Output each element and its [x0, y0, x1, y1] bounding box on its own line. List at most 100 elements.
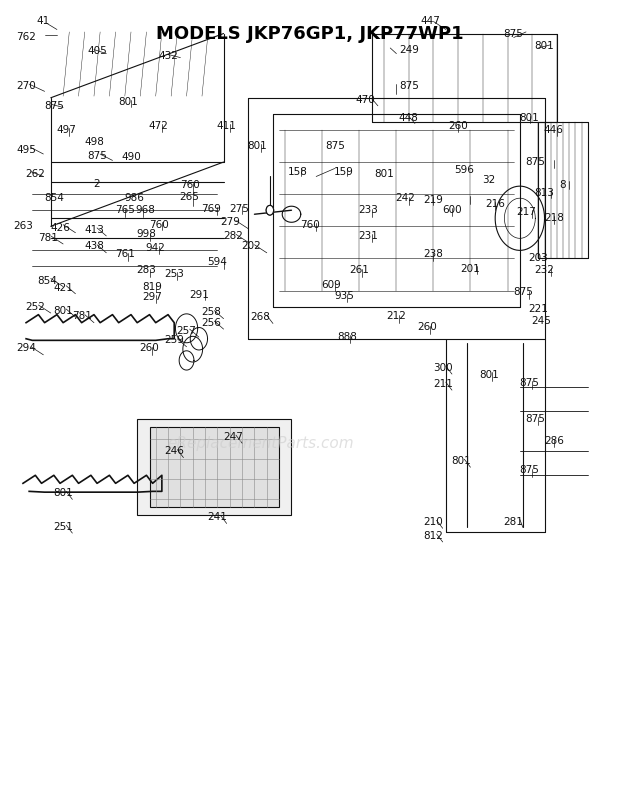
Text: 594: 594	[208, 257, 228, 268]
Text: 760: 760	[180, 180, 200, 189]
Text: 762: 762	[16, 31, 36, 42]
Text: 854: 854	[38, 276, 58, 286]
Text: 232: 232	[534, 265, 554, 276]
Text: 260: 260	[140, 343, 159, 353]
Text: 279: 279	[220, 218, 240, 227]
Text: 426: 426	[50, 223, 70, 233]
Text: 875: 875	[519, 466, 539, 476]
Text: 986: 986	[124, 193, 144, 203]
Text: 760: 760	[149, 220, 169, 230]
Text: 265: 265	[180, 192, 200, 202]
Text: 270: 270	[16, 81, 36, 91]
Text: 202: 202	[241, 241, 261, 251]
Text: 819: 819	[143, 281, 162, 292]
Text: 446: 446	[544, 125, 564, 135]
Text: 875: 875	[503, 28, 524, 39]
Text: 812: 812	[423, 530, 443, 541]
Text: 249: 249	[399, 44, 419, 55]
Text: 801: 801	[118, 97, 138, 106]
Text: 251: 251	[53, 522, 73, 533]
Text: 241: 241	[208, 512, 228, 522]
Text: 256: 256	[202, 318, 221, 328]
Text: 210: 210	[423, 517, 443, 527]
Text: 801: 801	[53, 488, 73, 498]
Text: 253: 253	[164, 269, 184, 280]
Text: 246: 246	[164, 447, 184, 456]
Text: 201: 201	[461, 264, 480, 274]
Text: 411: 411	[217, 121, 237, 131]
Text: 258: 258	[202, 307, 221, 318]
Bar	[137, 419, 291, 516]
Text: 211: 211	[433, 379, 453, 388]
Text: 405: 405	[87, 46, 107, 56]
Text: 781: 781	[72, 311, 92, 322]
Text: 761: 761	[115, 249, 135, 260]
Text: 8: 8	[560, 180, 567, 189]
Text: 470: 470	[356, 95, 376, 106]
Text: 875: 875	[513, 287, 533, 297]
Text: 432: 432	[158, 51, 178, 61]
Text: 259: 259	[164, 335, 184, 345]
Text: 935: 935	[334, 291, 354, 301]
Text: 252: 252	[25, 301, 45, 312]
Text: 769: 769	[202, 204, 221, 214]
Text: 268: 268	[250, 312, 270, 322]
Text: 875: 875	[399, 81, 419, 91]
Text: 447: 447	[420, 16, 440, 27]
Text: 497: 497	[56, 125, 76, 135]
Text: 221: 221	[528, 304, 548, 314]
Text: 257: 257	[177, 326, 197, 336]
Text: 233: 233	[359, 206, 379, 215]
Text: 875: 875	[525, 157, 545, 167]
Text: 448: 448	[399, 113, 419, 123]
Text: 32: 32	[482, 175, 495, 185]
Text: 801: 801	[374, 169, 394, 179]
Text: 413: 413	[84, 226, 104, 235]
Text: 217: 217	[516, 207, 536, 217]
Text: 291: 291	[189, 289, 209, 300]
Text: 262: 262	[25, 169, 45, 179]
Text: 888: 888	[337, 332, 357, 342]
Text: 781: 781	[38, 234, 58, 243]
Text: 801: 801	[479, 370, 499, 380]
Text: 297: 297	[143, 292, 162, 302]
Text: 801: 801	[247, 141, 267, 151]
Text: 854: 854	[44, 193, 64, 203]
Text: 596: 596	[454, 165, 474, 175]
Text: 490: 490	[121, 152, 141, 162]
Text: 600: 600	[442, 206, 462, 215]
Text: 242: 242	[396, 193, 415, 203]
Text: 609: 609	[322, 280, 342, 290]
Text: 260: 260	[417, 322, 437, 333]
Text: 286: 286	[544, 436, 564, 446]
Text: 261: 261	[350, 265, 370, 276]
Text: 281: 281	[503, 517, 524, 527]
Text: 438: 438	[84, 241, 104, 251]
Text: 998: 998	[136, 230, 156, 239]
Text: 801: 801	[534, 41, 554, 52]
Bar	[149, 427, 279, 508]
Text: 212: 212	[386, 311, 406, 322]
Text: 247: 247	[223, 432, 243, 442]
Text: 498: 498	[84, 137, 104, 147]
Text: 238: 238	[423, 249, 443, 260]
Text: 41: 41	[37, 16, 50, 27]
Text: 801: 801	[53, 305, 73, 316]
Text: 219: 219	[423, 195, 443, 205]
Text: 421: 421	[53, 283, 73, 293]
Text: 875: 875	[87, 151, 107, 160]
Text: 968: 968	[135, 206, 155, 215]
Text: 801: 801	[451, 456, 471, 466]
Text: 472: 472	[149, 121, 169, 131]
Text: 275: 275	[229, 204, 249, 214]
Text: 231: 231	[359, 231, 379, 241]
Text: 875: 875	[525, 414, 545, 424]
Text: 942: 942	[146, 243, 166, 253]
Text: 158: 158	[288, 167, 308, 177]
Text: 801: 801	[519, 113, 539, 123]
Text: 159: 159	[334, 167, 354, 177]
Text: 765: 765	[115, 206, 135, 215]
Text: 300: 300	[433, 363, 453, 372]
Text: 282: 282	[223, 231, 243, 241]
Text: 2: 2	[94, 179, 100, 189]
